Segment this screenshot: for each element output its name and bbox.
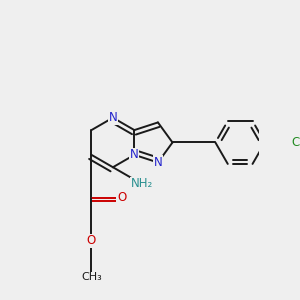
Text: Cl: Cl	[292, 136, 300, 149]
Text: O: O	[87, 234, 96, 247]
Text: N: N	[109, 111, 117, 124]
Text: O: O	[117, 191, 126, 204]
Text: NH₂: NH₂	[131, 178, 153, 190]
Text: CH₃: CH₃	[81, 272, 102, 282]
Text: N: N	[154, 156, 162, 169]
Text: N: N	[130, 148, 139, 161]
